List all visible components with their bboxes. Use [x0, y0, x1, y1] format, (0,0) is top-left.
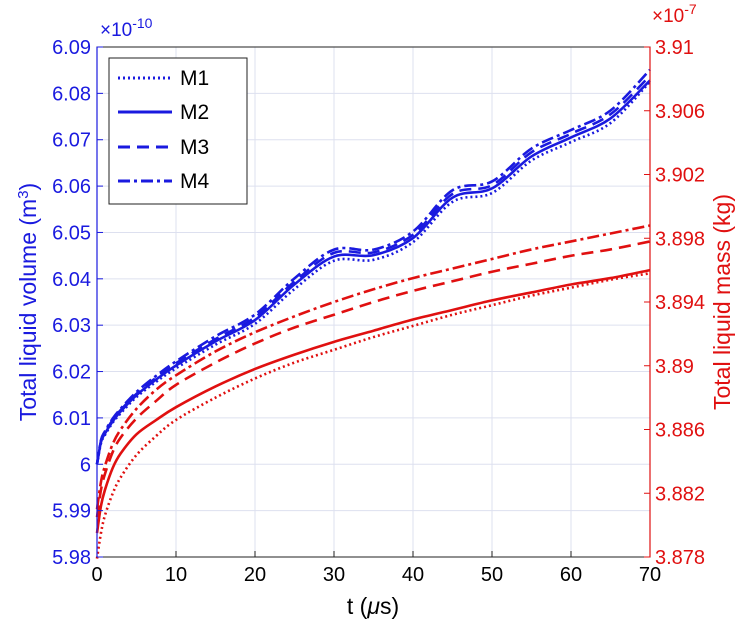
right-axis-multiplier: ×10-7	[652, 1, 697, 27]
right-tick-label: 3.894	[655, 292, 705, 314]
left-axis-multiplier: ×10-10	[100, 15, 153, 41]
left-tick-label: 6.06	[52, 176, 91, 198]
right-axis-title: Total liquid mass (kg)	[709, 194, 735, 410]
legend-label-m3: M3	[180, 136, 209, 159]
series-line-m2-mass	[95, 268, 651, 534]
legend-label-m4: M4	[180, 170, 209, 193]
x-tick-label: 70	[639, 564, 661, 586]
right-tick-label: 3.878	[655, 547, 705, 569]
x-tick-label: 0	[91, 564, 102, 586]
axis-ticks: 0 10 20 30 40 50 60 70 5.98 5.99 6 6.01 6.02 6.03 6.04…	[52, 37, 705, 586]
series-line-m4-mass	[95, 224, 651, 510]
legend: M1 M2 M3 M4	[108, 57, 248, 205]
left-tick-label: 6.04	[52, 269, 91, 291]
right-tick-label: 3.886	[655, 420, 705, 442]
right-tick-label: 3.898	[655, 228, 705, 250]
series-line-m4-volume	[95, 68, 651, 465]
left-tick-label: 6.09	[52, 37, 91, 59]
x-tick-label: 20	[244, 564, 266, 586]
left-tick-label: 6.03	[52, 315, 91, 337]
series-lines	[95, 68, 651, 559]
legend-box	[108, 57, 248, 205]
right-tick-label: 3.882	[655, 483, 705, 505]
left-tick-label: 5.98	[52, 547, 91, 569]
left-tick-label: 6.07	[52, 130, 91, 152]
x-tick-label: 50	[481, 564, 503, 586]
left-tick-label: 5.99	[52, 501, 91, 523]
right-tick-label: 3.906	[655, 101, 705, 123]
left-tick-label: 6.05	[52, 222, 91, 244]
left-tick-label: 6.01	[52, 408, 91, 430]
series-line-m1-mass	[95, 272, 651, 559]
left-tick-label: 6	[80, 454, 91, 476]
x-tick-label: 30	[323, 564, 345, 586]
x-tick-label: 10	[165, 564, 187, 586]
legend-label-m1: M1	[180, 67, 209, 90]
x-tick-label: 60	[560, 564, 582, 586]
left-tick-label: 6.08	[52, 83, 91, 105]
left-axis-title: Total liquid volume (m3)	[15, 183, 42, 421]
legend-label-m2: M2	[180, 101, 209, 124]
series-line-m3-mass	[95, 240, 651, 518]
x-tick-label: 40	[402, 564, 424, 586]
left-tick-label: 6.02	[52, 362, 91, 384]
right-tick-label: 3.89	[655, 356, 694, 378]
x-axis-title: t (μs)	[347, 593, 399, 619]
right-tick-label: 3.902	[655, 165, 705, 187]
right-tick-label: 3.91	[655, 37, 694, 59]
